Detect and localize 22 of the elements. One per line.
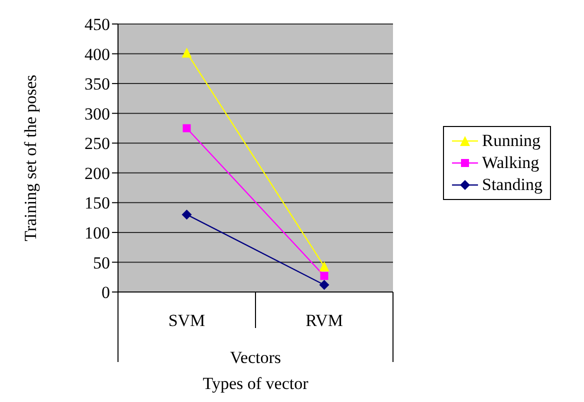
y-tick-label: 250 [84, 134, 110, 154]
y-tick-label: 300 [84, 104, 110, 124]
y-axis-title: Training set of the poses [21, 74, 40, 242]
point [319, 280, 330, 290]
y-tick-label: 450 [84, 15, 110, 34]
x-tick-label: SVM [168, 311, 206, 330]
x-tick-label: RVM [306, 311, 343, 330]
y-tick-label: 0 [102, 283, 110, 302]
y-tick-label: 400 [84, 44, 110, 64]
y-tick-label: 200 [84, 164, 110, 183]
y-tick-label: 50 [93, 253, 110, 272]
point [182, 124, 191, 132]
legend-label: Walking [482, 152, 540, 174]
y-tick-label: 150 [84, 194, 110, 213]
point [320, 272, 328, 280]
point [182, 210, 192, 220]
legend-label: Running [482, 130, 541, 152]
legend-label: Standing [482, 174, 542, 196]
x-axis-title: Types of vector [202, 374, 309, 393]
text: Vectors [230, 348, 281, 367]
y-tick-label: 350 [84, 74, 110, 94]
y-tick-label: 100 [84, 223, 110, 242]
